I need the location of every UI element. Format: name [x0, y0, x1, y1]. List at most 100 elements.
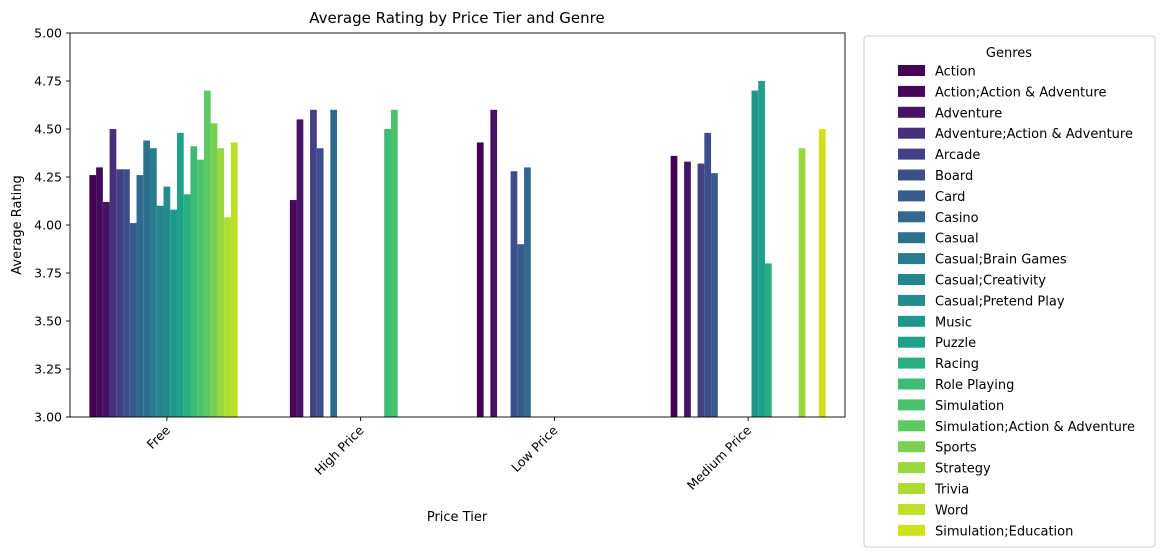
bar: [116, 169, 124, 417]
bar: [156, 205, 164, 417]
bar: [697, 163, 705, 417]
bar: [289, 200, 297, 417]
legend-frame: [863, 35, 1156, 548]
legend-label: Action: [935, 65, 976, 80]
bar: [711, 173, 718, 417]
legend-label: Casual;Brain Games: [935, 253, 1067, 268]
bar: [517, 244, 525, 417]
legend-swatch: [898, 274, 925, 285]
legend-label: Simulation;Action & Adventure: [935, 420, 1135, 435]
legend-label: Adventure;Action & Adventure: [935, 127, 1133, 142]
legend-swatch: [898, 441, 925, 453]
x-tick-label: High Price: [311, 422, 367, 478]
bar: [217, 148, 225, 417]
legend-swatch: [898, 462, 925, 474]
legend-swatch: [898, 294, 925, 306]
bar: [230, 142, 238, 417]
bar: [330, 109, 338, 418]
y-tick-label: 4.75: [34, 74, 62, 89]
bar: [170, 209, 177, 417]
bar: [670, 155, 678, 417]
bar: [136, 175, 144, 417]
bar: [510, 171, 518, 417]
legend-label: Strategy: [935, 462, 991, 477]
bar: [210, 123, 218, 418]
bar: [224, 217, 231, 417]
legend-label: Casual;Pretend Play: [935, 294, 1065, 309]
legend-swatch: [898, 127, 925, 139]
legend-label: Puzzle: [935, 336, 976, 351]
bar: [123, 169, 130, 417]
bar: [163, 186, 171, 417]
legend-swatch: [898, 169, 925, 181]
legend-swatch: [898, 211, 925, 223]
bar: [524, 167, 531, 417]
legend-label: Role Playing: [935, 378, 1014, 393]
legend-swatch: [898, 148, 925, 160]
bar: [758, 81, 765, 417]
legend: Genres Action Action;Action & Adventure Ad…: [863, 35, 1156, 548]
bar: [704, 132, 712, 417]
x-tick-label: Low Price: [508, 422, 561, 475]
legend-swatch: [898, 483, 925, 494]
bar: [176, 132, 184, 417]
legend-label: Sports: [935, 441, 977, 456]
y-tick-label: 4.50: [34, 122, 62, 137]
x-tick-label: Free: [144, 422, 174, 452]
legend-label: Board: [935, 169, 973, 184]
legend-swatch: [898, 253, 925, 265]
bar: [384, 129, 391, 417]
bar: [190, 146, 198, 417]
legend-swatch: [898, 336, 925, 348]
bar: [183, 194, 191, 417]
legend-swatch: [898, 524, 925, 536]
legend-swatch: [898, 232, 925, 244]
bar: [310, 109, 317, 418]
legend-label: Adventure: [935, 106, 1002, 121]
y-tick-label: 4.00: [34, 218, 62, 233]
legend-swatch: [898, 378, 925, 390]
legend-swatch: [898, 315, 925, 327]
bar: [150, 148, 157, 417]
legend-swatch: [898, 85, 925, 97]
y-tick-label: 3.25: [34, 362, 62, 377]
legend-label: Card: [935, 190, 965, 205]
x-axis-label: Price Tier: [427, 510, 488, 525]
legend-label: Casual;Creativity: [935, 274, 1046, 289]
legend-label: Simulation;Education: [935, 524, 1073, 539]
bar: [316, 148, 324, 417]
bar: [143, 140, 151, 417]
legend-swatch: [898, 357, 925, 369]
legend-label: Casino: [935, 211, 979, 226]
legend-label: Racing: [935, 357, 979, 372]
legend-swatch: [898, 420, 925, 432]
legend-label: Word: [935, 503, 968, 518]
bar: [129, 223, 137, 417]
bar: [684, 161, 691, 417]
y-axis-label: Average Rating: [10, 175, 25, 274]
x-tick-label: Medium Price: [684, 422, 755, 493]
legend-swatch: [898, 190, 925, 202]
bar: [96, 167, 103, 417]
bar: [798, 148, 806, 417]
bar: [102, 201, 110, 417]
bars-group: [89, 81, 826, 418]
bar: [476, 142, 484, 417]
bar: [109, 129, 117, 417]
legend-swatch: [898, 503, 925, 515]
legend-label: Simulation: [935, 399, 1004, 414]
legend-label: Music: [935, 315, 972, 330]
legend-label: Arcade: [935, 148, 980, 163]
legend-label: Action;Action & Adventure: [935, 85, 1106, 100]
bar: [203, 90, 211, 417]
chart-title: Average Rating by Price Tier and Genre: [309, 9, 604, 27]
legend-swatch: [898, 65, 925, 76]
bar: [818, 129, 826, 417]
legend-label: Trivia: [934, 483, 969, 498]
y-tick-label: 3.50: [34, 314, 62, 329]
bar: [764, 263, 772, 417]
bar: [197, 159, 204, 417]
y-tick-label: 5.00: [34, 26, 62, 41]
bar: [490, 109, 498, 418]
